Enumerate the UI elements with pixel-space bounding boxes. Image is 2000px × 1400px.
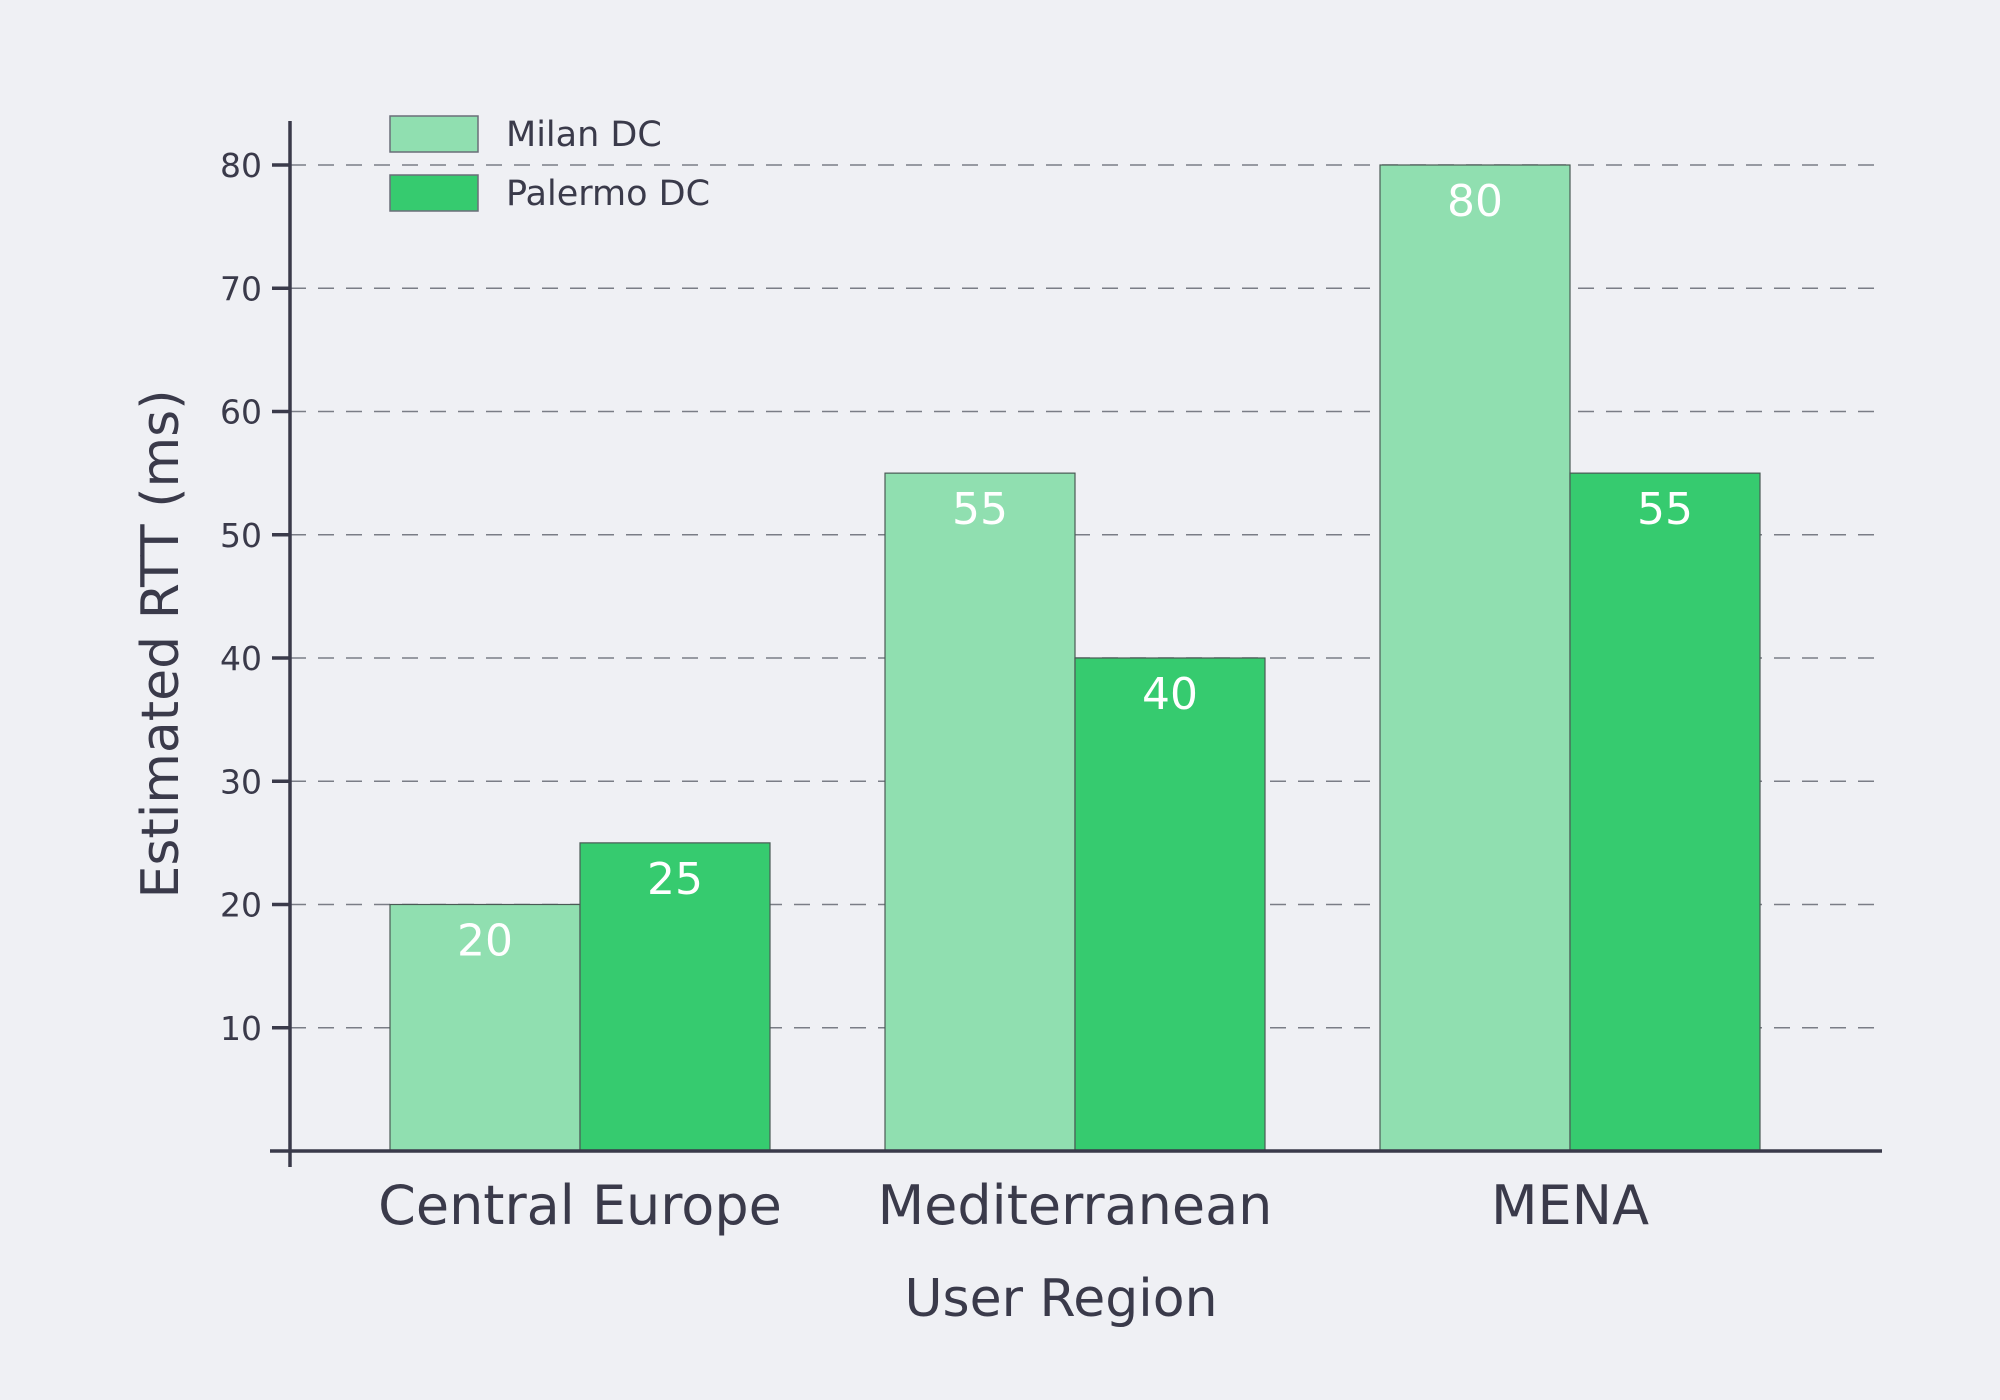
x-axis-title: User Region xyxy=(904,1269,1217,1329)
legend-label-palermo: Palermo DC xyxy=(506,174,710,214)
y-tick-label: 40 xyxy=(220,639,262,678)
x-ticks: Central Europe Mediterranean MENA xyxy=(378,1174,1649,1237)
bar xyxy=(1569,472,1761,1152)
data-label: 55 xyxy=(952,484,1008,535)
y-tick-label: 70 xyxy=(220,269,262,308)
x-tick-label: Central Europe xyxy=(378,1174,782,1237)
y-tick-label: 60 xyxy=(220,393,262,432)
y-ticks: 10 20 30 40 50 60 70 80 xyxy=(220,146,290,1048)
x-tick-label: Mediterranean xyxy=(878,1174,1273,1237)
y-tick-label: 80 xyxy=(220,146,262,185)
bar xyxy=(884,472,1076,1152)
y-axis-title: Estimated RTT (ms) xyxy=(131,389,191,898)
data-label: 55 xyxy=(1637,484,1693,535)
legend: Milan DC Palermo DC xyxy=(389,115,710,214)
legend-swatch-milan xyxy=(389,115,479,153)
axes xyxy=(270,121,1882,1167)
y-tick-label: 10 xyxy=(220,1009,262,1048)
bar xyxy=(1074,657,1266,1152)
bars: 20 25 55 40 80 55 xyxy=(389,164,1761,1152)
y-tick-label: 20 xyxy=(220,886,262,925)
data-label: 25 xyxy=(647,854,703,905)
x-tick-label: MENA xyxy=(1491,1174,1649,1237)
legend-label-milan: Milan DC xyxy=(506,115,662,155)
data-label: 20 xyxy=(457,916,513,967)
bar xyxy=(579,842,771,1152)
bar xyxy=(389,903,581,1152)
y-tick-label: 50 xyxy=(220,516,262,555)
legend-swatch-palermo xyxy=(389,174,479,212)
y-tick-label: 30 xyxy=(220,762,262,801)
data-label: 40 xyxy=(1142,669,1198,720)
bar xyxy=(1379,164,1571,1152)
data-label: 80 xyxy=(1447,176,1503,227)
